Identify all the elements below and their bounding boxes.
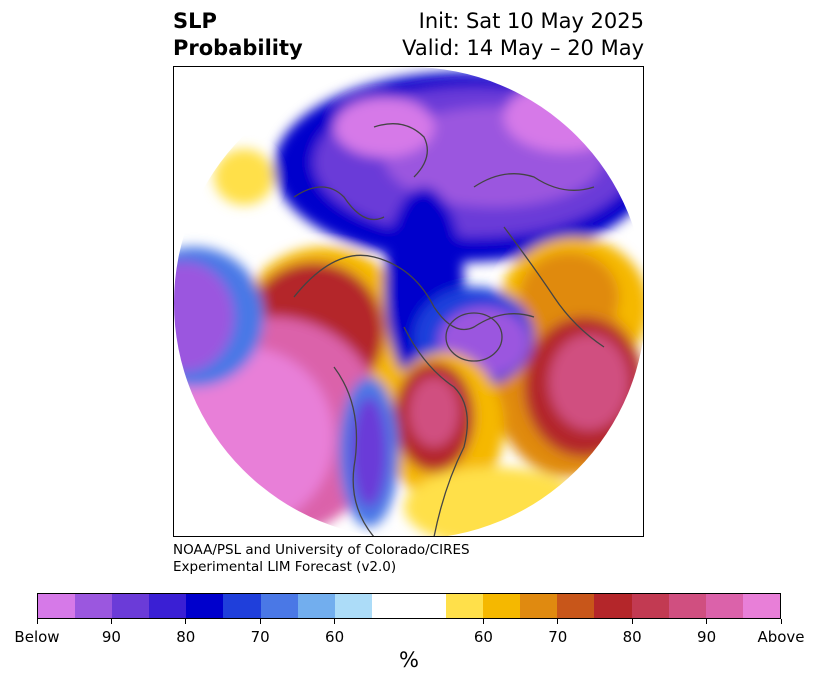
colorbar-swatch: [38, 594, 76, 618]
colorbar-tick-label: Above: [757, 628, 805, 646]
coastlines: [293, 123, 605, 536]
colorbar-tick-label: 70: [548, 628, 568, 646]
colorbar-tick: [780, 619, 782, 624]
forecast-map: [173, 66, 644, 537]
colorbar-swatch: [668, 594, 706, 618]
credit-text: NOAA/PSL and University of Colorado/CIRE…: [173, 542, 470, 576]
colorbar-swatch: [594, 594, 632, 618]
colorbar-tick: [482, 619, 484, 624]
colorbar-swatch: [334, 594, 372, 618]
colorbar-tick: [631, 619, 633, 624]
colorbar-tick-label: 80: [176, 628, 196, 646]
colorbar-swatch: [186, 594, 224, 618]
colorbar-swatch: [408, 594, 447, 618]
colorbar-tick-label: 60: [473, 628, 493, 646]
colorbar-swatch: [557, 594, 595, 618]
title-variable: SLP: [173, 9, 217, 33]
valid-range: Valid: 14 May – 20 May: [402, 36, 644, 60]
probability-field: [174, 67, 643, 536]
colorbar-tick: [259, 619, 261, 624]
colorbar-tick-label: 80: [622, 628, 642, 646]
colorbar-tick: [557, 619, 559, 624]
colorbar-tick-label: 60: [325, 628, 345, 646]
colorbar: [37, 593, 781, 619]
colorbar-unit-label: %: [399, 648, 419, 672]
colorbar-tick: [110, 619, 112, 624]
init-date: Init: Sat 10 May 2025: [418, 9, 644, 33]
colorbar-swatch: [112, 594, 150, 618]
colorbar-ticks: [36, 619, 782, 627]
colorbar-tick: [185, 619, 187, 624]
title-measure: Probability: [173, 36, 303, 60]
colorbar-swatch: [149, 594, 187, 618]
colorbar-swatch: [260, 594, 298, 618]
credit-line-2: Experimental LIM Forecast (v2.0): [173, 559, 397, 575]
colorbar-swatch: [446, 594, 484, 618]
title-left: SLP Probability: [173, 8, 303, 62]
colorbar-swatch: [631, 594, 669, 618]
colorbar-tick-label: 90: [101, 628, 121, 646]
title-right: Init: Sat 10 May 2025 Valid: 14 May – 20…: [402, 8, 644, 62]
colorbar-tick-label: 90: [697, 628, 717, 646]
colorbar-swatch: [705, 594, 743, 618]
colorbar-swatch: [75, 594, 113, 618]
colorbar-swatch: [371, 594, 409, 618]
polar-projection-map: [174, 67, 643, 536]
colorbar-tick-label: Below: [14, 628, 60, 646]
colorbar-swatch: [297, 594, 335, 618]
colorbar-swatch: [483, 594, 521, 618]
colorbar-tick: [334, 619, 336, 624]
colorbar-tick: [706, 619, 708, 624]
colorbar-tick: [36, 619, 38, 624]
colorbar-swatch: [223, 594, 261, 618]
colorbar-swatch: [742, 594, 780, 618]
colorbar-tick-label: 70: [250, 628, 270, 646]
credit-line-1: NOAA/PSL and University of Colorado/CIRE…: [173, 542, 470, 558]
colorbar-swatch: [520, 594, 558, 618]
